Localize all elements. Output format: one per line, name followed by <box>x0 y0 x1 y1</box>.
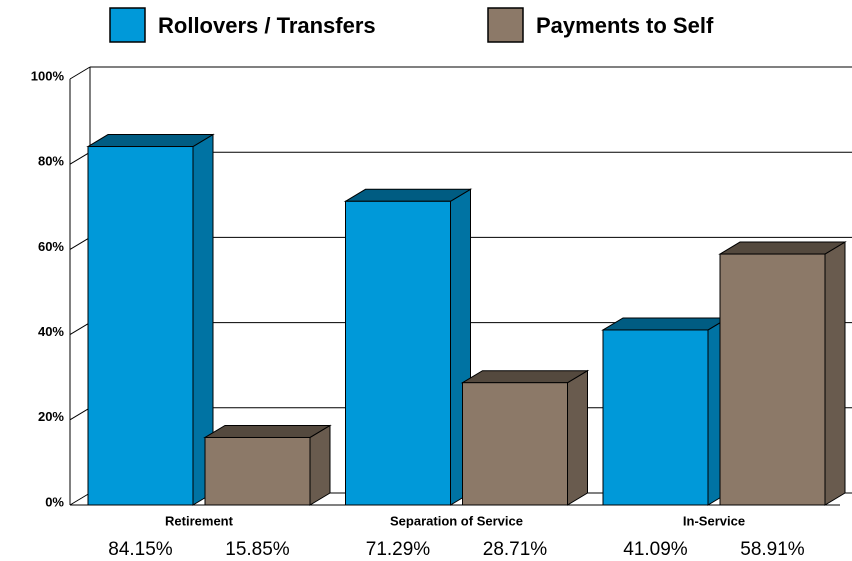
y-tick-label: 20% <box>38 409 64 424</box>
value-label: 28.71% <box>483 539 548 560</box>
legend-swatch <box>109 7 146 43</box>
bar-top <box>601 317 730 331</box>
y-tick-label: 80% <box>38 154 64 169</box>
x-tick-label: In-Service <box>683 513 745 528</box>
bar <box>204 436 311 506</box>
legend-label: Rollovers / Transfers <box>158 13 376 38</box>
bar-top <box>343 188 473 202</box>
bar-top <box>86 134 215 148</box>
y-tick-label: 60% <box>38 239 64 254</box>
value-label: 58.91% <box>740 539 805 560</box>
bar-top <box>718 241 847 255</box>
bar-side <box>567 369 588 506</box>
value-label: 15.85% <box>225 539 290 560</box>
x-tick-label: Retirement <box>165 513 234 528</box>
tick-mark <box>69 151 91 165</box>
value-label: 71.29% <box>366 539 431 560</box>
bar-top <box>460 370 590 384</box>
bar <box>87 146 194 506</box>
tick-mark <box>69 322 91 336</box>
tick-mark <box>69 492 91 506</box>
x-tick-label: Separation of Service <box>390 513 523 528</box>
value-label: 41.09% <box>623 539 688 560</box>
tick-mark <box>69 236 91 250</box>
bar-top <box>203 424 332 438</box>
tick-mark <box>69 407 91 421</box>
y-tick-label: 0% <box>45 494 64 509</box>
bar-side <box>309 424 331 506</box>
tick-mark <box>69 66 91 80</box>
y-tick-label: 40% <box>38 324 64 339</box>
bar <box>602 329 709 506</box>
value-label: 84.15% <box>108 539 173 560</box>
legend-label: Payments to Self <box>536 13 714 38</box>
bar <box>462 382 568 506</box>
legend-swatch <box>487 7 524 43</box>
bar <box>719 253 826 506</box>
bar-side <box>824 241 846 506</box>
y-tick-label: 100% <box>31 68 65 83</box>
bar <box>345 200 451 506</box>
